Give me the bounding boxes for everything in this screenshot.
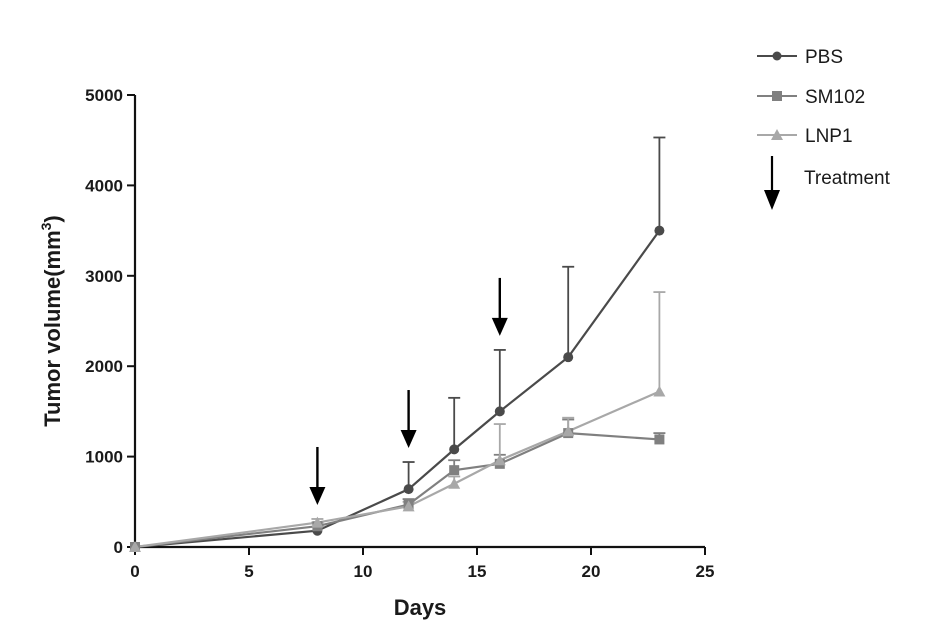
legend-label-sm102: SM102	[805, 87, 865, 108]
legend-label-treatment: Treatment	[804, 168, 891, 189]
x-tick-label: 15	[468, 562, 487, 581]
y-tick-label: 3000	[85, 267, 123, 286]
series-markers	[129, 226, 665, 552]
y-tick-label: 1000	[85, 448, 123, 467]
tick-marks	[127, 95, 705, 555]
legend-label-pbs: PBS	[805, 47, 843, 68]
point-sm102	[449, 465, 459, 475]
point-pbs	[449, 444, 459, 454]
legend-marker-pbs	[773, 52, 782, 61]
x-tick-label: 25	[696, 562, 715, 581]
treatment-arrow-head	[401, 430, 417, 448]
x-tick-label: 10	[354, 562, 373, 581]
x-tick-label: 0	[130, 562, 139, 581]
series-line-pbs	[135, 231, 659, 547]
point-lnp1	[653, 386, 665, 397]
y-tick-label: 2000	[85, 357, 123, 376]
treatment-arrow-head	[492, 318, 508, 336]
y-tick-label: 0	[114, 538, 123, 557]
legend-arrowhead-icon	[764, 190, 780, 210]
legend-item-treatment: Treatment	[764, 156, 891, 210]
point-pbs	[404, 484, 414, 494]
y-tick-label: 5000	[85, 86, 123, 105]
legend-label-lnp1: LNP1	[805, 126, 853, 147]
legend: PBS SM102 LNP1 Treatment	[757, 47, 891, 210]
point-pbs	[563, 352, 573, 362]
treatment-arrow-head	[309, 487, 325, 505]
y-tick-label: 4000	[85, 176, 123, 195]
legend-item-pbs: PBS	[757, 47, 843, 68]
x-axis-title: Days	[394, 595, 447, 620]
legend-marker-sm102	[772, 91, 782, 101]
series-line-sm102	[135, 433, 659, 547]
legend-item-sm102: SM102	[757, 87, 865, 108]
x-tick-label: 20	[582, 562, 601, 581]
error-bars	[311, 137, 665, 530]
point-lnp1	[448, 478, 460, 489]
x-tick-label: 5	[244, 562, 253, 581]
point-pbs	[495, 406, 505, 416]
series-line-lnp1	[135, 392, 659, 547]
legend-item-lnp1: LNP1	[757, 126, 853, 147]
point-sm102	[654, 434, 664, 444]
series-lines	[135, 231, 659, 547]
y-axis-title: Tumor volume(mm3)	[38, 215, 65, 427]
point-pbs	[654, 226, 664, 236]
